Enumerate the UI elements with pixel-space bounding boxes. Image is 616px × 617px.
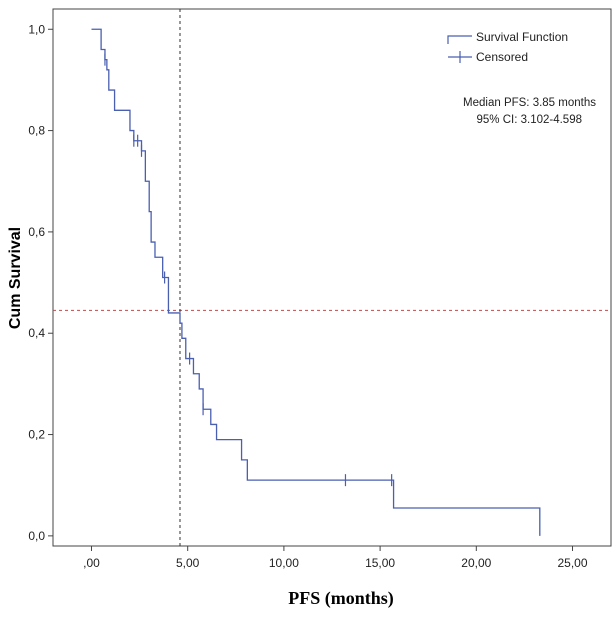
x-tick-label: 5,00 [176,556,200,570]
y-tick-label: 0,2 [28,428,45,442]
median-reference-lines [53,9,611,546]
y-tick-label: 0,8 [28,124,45,138]
median-pfs-annotation: Median PFS: 3.85 months [463,97,596,109]
y-tick-label: 0,6 [28,225,45,239]
x-tick-label: 20,00 [461,556,491,570]
legend-step-icon [447,35,472,44]
survival-function-line [91,28,541,536]
y-tick-label: 1,0 [28,22,45,36]
plot-area-frame [52,8,612,547]
y-tick-label: 0,4 [28,326,45,340]
x-tick-label: ,00 [83,556,100,570]
legend: Survival Function Censored [447,30,568,64]
x-axis-ticks: ,00 5,00 10,00 15,00 20,00 25,00 [83,546,588,570]
legend-label-survival: Survival Function [476,30,568,44]
x-tick-label: 10,00 [269,556,299,570]
survival-series [91,28,541,536]
x-tick-label: 25,00 [558,556,588,570]
y-axis-title: Cum Survival [7,227,24,329]
legend-censor-icon [448,51,472,63]
legend-label-censored: Censored [476,50,528,64]
x-axis-title: PFS (months) [288,588,394,609]
x-tick-label: 15,00 [365,556,395,570]
y-tick-label: 0,0 [28,529,45,543]
censored-markers [104,53,393,487]
y-axis-ticks: 0,0 0,2 0,4 0,6 0,8 1,0 [28,22,53,543]
ci-annotation: 95% CI: 3.102-4.598 [477,114,583,126]
